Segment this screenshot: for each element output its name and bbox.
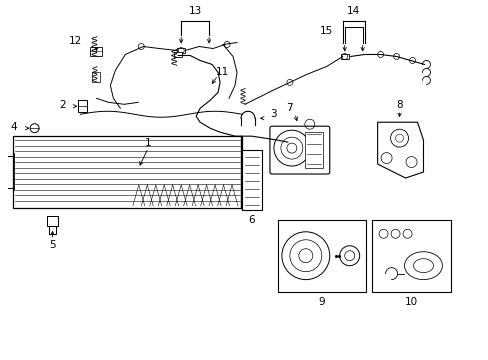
Text: 3: 3 <box>269 109 276 119</box>
Bar <box>13 136 242 208</box>
Bar <box>78 100 87 112</box>
FancyBboxPatch shape <box>269 126 329 174</box>
Bar <box>340 54 348 59</box>
Text: 5: 5 <box>49 240 56 250</box>
Text: 15: 15 <box>319 26 332 36</box>
Text: 13: 13 <box>188 6 202 15</box>
Bar <box>92 72 100 82</box>
Text: 7: 7 <box>286 103 293 113</box>
Text: 10: 10 <box>404 297 417 306</box>
Bar <box>242 150 262 210</box>
Bar <box>277 220 365 292</box>
Text: 2: 2 <box>59 100 65 110</box>
Text: 6: 6 <box>248 215 255 225</box>
Text: 9: 9 <box>318 297 325 306</box>
Text: 11: 11 <box>215 67 228 77</box>
Bar <box>304 132 322 168</box>
Text: 14: 14 <box>346 6 360 15</box>
Bar <box>47 216 58 226</box>
Bar <box>49 226 56 234</box>
Text: 1: 1 <box>144 138 151 148</box>
Bar <box>90 46 102 57</box>
Text: 8: 8 <box>395 100 402 110</box>
Text: 12: 12 <box>69 36 82 46</box>
Text: 4: 4 <box>10 122 17 132</box>
Bar <box>177 48 185 53</box>
Bar <box>371 220 450 292</box>
Bar <box>174 52 182 57</box>
